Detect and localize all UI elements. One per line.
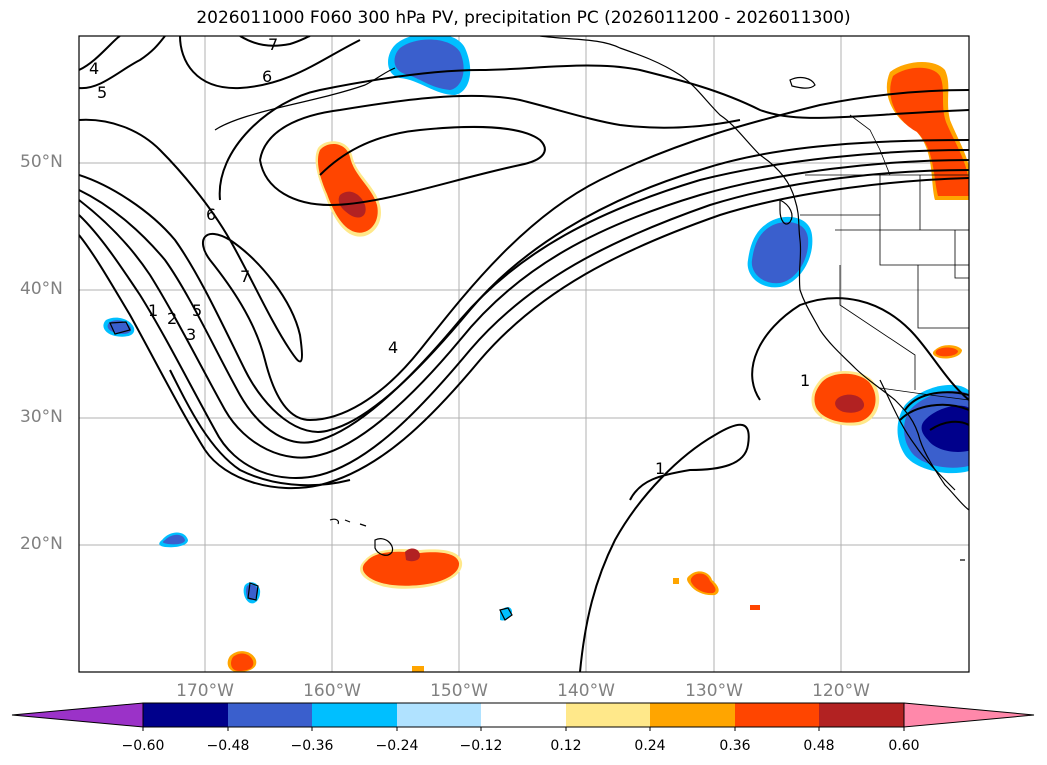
lon-label-160w: 160°W bbox=[303, 681, 361, 701]
contour-0.5 bbox=[79, 177, 969, 489]
contour-1 bbox=[79, 169, 969, 479]
colorbar-tick-label: −0.12 bbox=[459, 738, 503, 754]
contour-label: 4 bbox=[388, 338, 398, 357]
colorbar-segment bbox=[650, 703, 735, 727]
contour-label: 1 bbox=[148, 301, 158, 320]
political-borders bbox=[800, 114, 969, 401]
precip-negative-areas bbox=[103, 36, 969, 621]
contour-outer bbox=[169, 369, 351, 487]
north-america-coast bbox=[539, 36, 969, 511]
contour-label: 7 bbox=[268, 35, 278, 54]
contour-1-baja bbox=[904, 391, 969, 411]
colorbar-segment bbox=[819, 703, 904, 727]
contour-label: 5 bbox=[192, 301, 202, 320]
contour-label: 1 bbox=[655, 459, 665, 478]
colorbar-tick-label: −0.36 bbox=[290, 738, 334, 754]
contour-7-top bbox=[239, 36, 311, 47]
lon-label-130w: 130°W bbox=[685, 681, 743, 701]
contour-label: 4 bbox=[89, 59, 99, 78]
plot-frame bbox=[78, 35, 970, 673]
contour-label: 1 bbox=[800, 371, 810, 390]
colorbar-segment bbox=[228, 703, 312, 727]
colorbar-tick-label: −0.24 bbox=[375, 738, 419, 754]
contour-3 bbox=[79, 149, 969, 444]
colorbar-segment bbox=[312, 703, 397, 727]
lat-label-40n: 40°N bbox=[20, 279, 63, 299]
lat-label-20n: 20°N bbox=[20, 534, 63, 554]
contour-1-east bbox=[751, 297, 969, 401]
colorbar-tick-label: 0.60 bbox=[888, 738, 920, 754]
contour-label: 3 bbox=[186, 325, 196, 344]
contour-labels: 7 6 4 5 6 7 1 2 3 4 1 1 5 bbox=[89, 35, 810, 478]
lon-label-170w: 170°W bbox=[176, 681, 234, 701]
colorbar-tick-label: 0.48 bbox=[803, 738, 835, 754]
contour-2 bbox=[79, 159, 969, 459]
hawaii-islands bbox=[329, 518, 394, 556]
lon-label-150w: 150°W bbox=[430, 681, 488, 701]
contour-label: 5 bbox=[97, 83, 107, 102]
contour-trough-1 bbox=[79, 89, 969, 422]
lat-label-30n: 30°N bbox=[20, 407, 63, 427]
contour-label: 7 bbox=[240, 267, 250, 286]
aleutians bbox=[214, 67, 396, 131]
contour-7-inner bbox=[259, 126, 546, 207]
contour-1-south bbox=[579, 423, 750, 672]
colorbar-segment bbox=[481, 703, 566, 727]
colorbar-tick-label: 0.24 bbox=[634, 738, 666, 754]
colorbar bbox=[11, 702, 1035, 731]
contour-label: 2 bbox=[167, 309, 177, 328]
colorbar-segment bbox=[397, 703, 481, 727]
contour-5-north bbox=[79, 36, 166, 90]
chart-title: 2026011000 F060 300 hPa PV, precipitatio… bbox=[196, 8, 851, 28]
colorbar-tick-label: −0.48 bbox=[206, 738, 250, 754]
colorbar-segment bbox=[143, 703, 228, 727]
colorbar-segment bbox=[735, 703, 819, 727]
contour-6-ridge bbox=[218, 64, 969, 201]
colorbar-extend-low bbox=[11, 702, 144, 728]
precip-positive-areas bbox=[227, 61, 969, 672]
gridlines bbox=[79, 36, 969, 672]
lat-label-50n: 50°N bbox=[20, 152, 63, 172]
colorbar-tick-label: −0.60 bbox=[121, 738, 165, 754]
colorbar-tick-label: 0.36 bbox=[719, 738, 751, 754]
lon-label-140w: 140°W bbox=[557, 681, 615, 701]
pv-contours bbox=[79, 36, 969, 672]
contour-6-north bbox=[179, 36, 361, 90]
colorbar-segment bbox=[566, 703, 650, 727]
coastlines bbox=[109, 36, 969, 621]
colorbar-extend-high bbox=[903, 702, 1035, 728]
lon-label-120w: 120°W bbox=[812, 681, 870, 701]
contour-5-ridge bbox=[259, 94, 741, 161]
contour-4-north bbox=[79, 36, 121, 71]
contour-label: 6 bbox=[206, 205, 216, 224]
colorbar-tick-label: 0.12 bbox=[550, 738, 582, 754]
contour-label: 6 bbox=[262, 67, 272, 86]
